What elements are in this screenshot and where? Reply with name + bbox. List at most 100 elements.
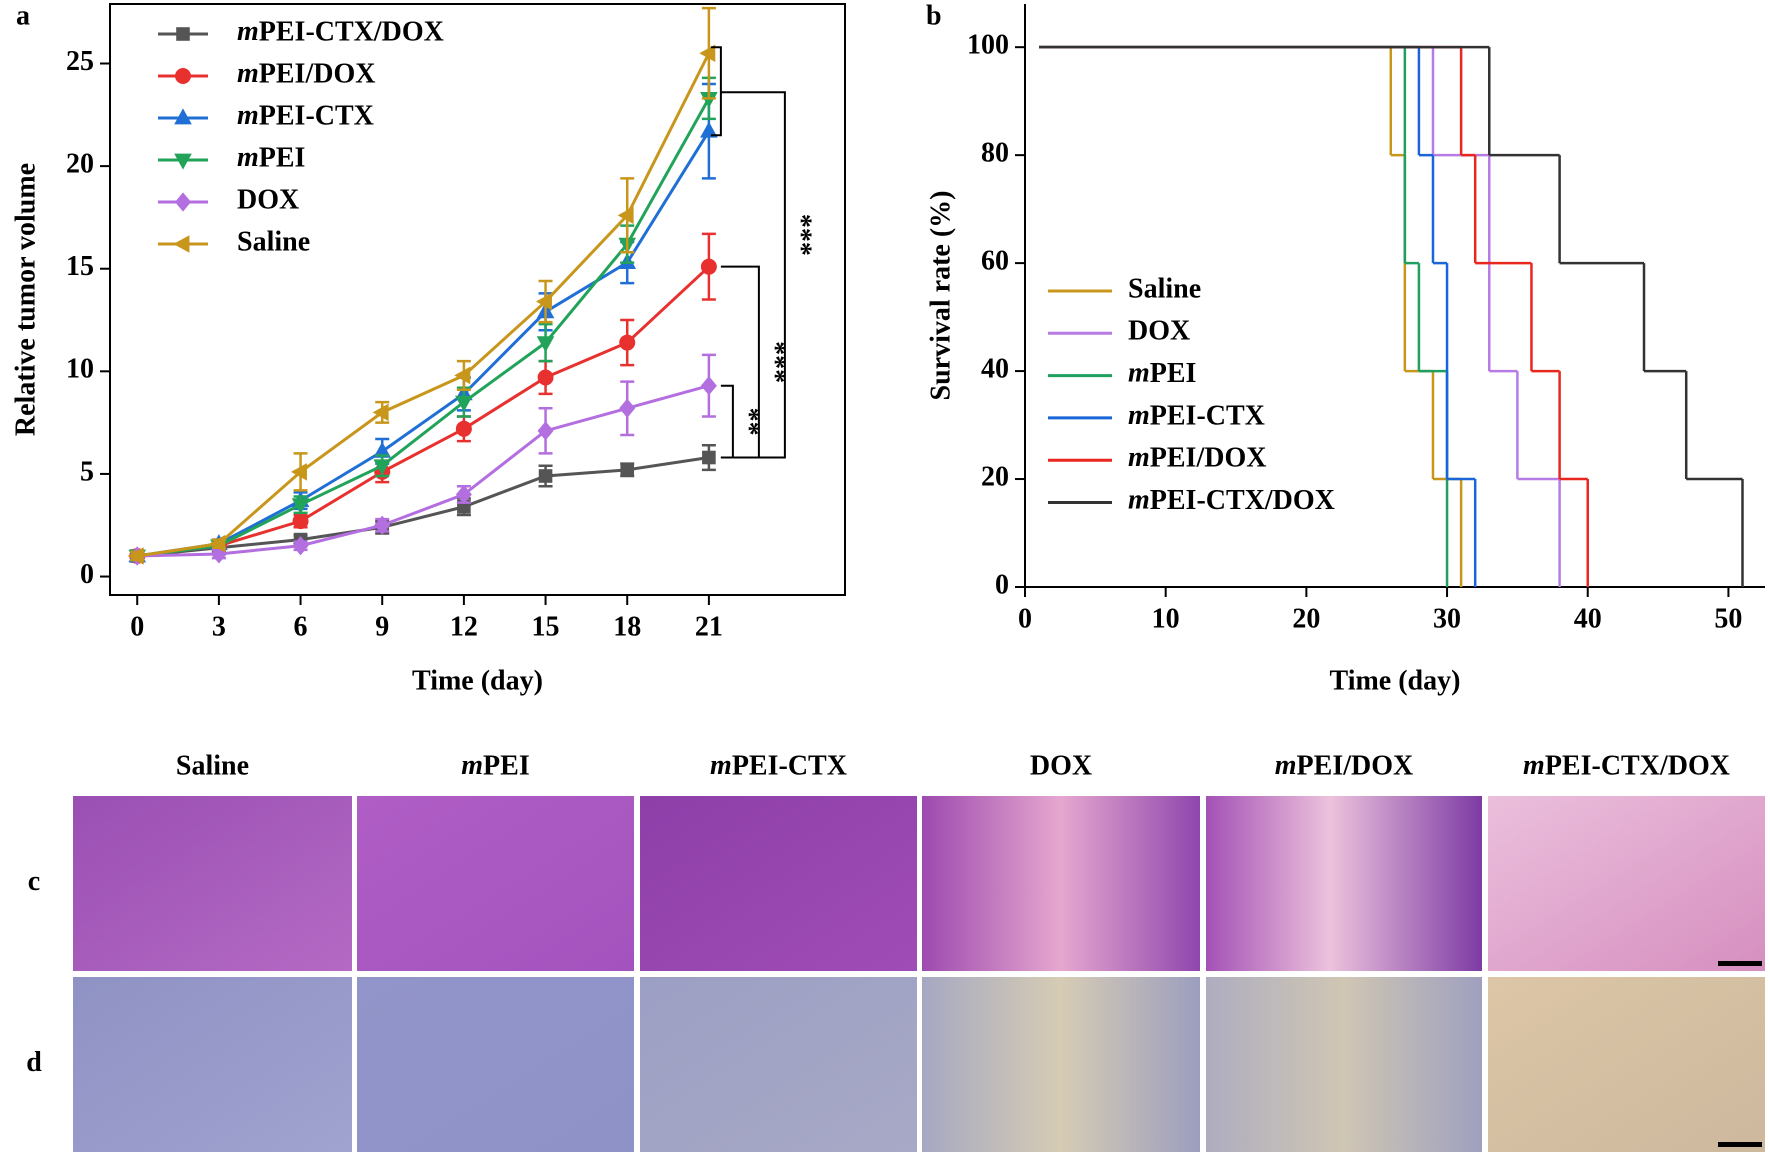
marker [538,469,553,483]
x-tick-label: 18 [613,611,641,642]
significance-bracket [720,265,760,459]
series-line [136,52,711,558]
marker [619,334,636,351]
series-line [137,265,710,558]
column-header: mPEI-CTX/DOX [1523,750,1730,781]
series-line [137,456,710,558]
series-line [136,130,711,558]
y-tick-label: 5 [80,456,94,487]
significance-bracket [710,46,722,137]
x-tick-label: 9 [375,611,389,642]
scale-bar [1718,961,1762,966]
x-tick-label: 40 [1574,603,1602,634]
x-axis-title: Time (day) [412,665,543,696]
micrograph [357,977,634,1152]
plot-frame [109,3,846,596]
marker [619,398,636,418]
y-tick-label: 15 [66,251,94,282]
significance-bracket [720,384,734,459]
marker [292,513,309,530]
x-tick-label: 0 [1018,603,1032,634]
column-header: mPEI-CTX [710,750,847,781]
x-tick-label: 6 [294,611,308,642]
marker [455,420,472,437]
marker [373,459,392,476]
marker [454,366,471,385]
panel-label: c [28,866,40,897]
marker [537,369,554,386]
legend-marker [174,153,192,170]
column-header: Saline [176,750,249,781]
micrograph [1206,796,1482,971]
x-tick-label: 30 [1433,603,1461,634]
marker [537,421,554,441]
micrograph [922,796,1200,971]
series-line [137,97,711,558]
series-line [137,384,710,558]
marker [535,292,552,311]
y-axis-title: Relative tumor volume [10,163,41,436]
y-tick-label: 25 [66,46,94,77]
marker [127,547,144,565]
marker [373,441,392,458]
marker [209,534,226,553]
column-header: DOX [1030,750,1092,781]
x-tick-label: 15 [532,611,560,642]
micrograph [1206,977,1482,1152]
legend-marker [175,68,191,84]
micrograph [73,796,352,971]
legend-marker [175,192,191,212]
significance-label: *** [785,214,816,256]
marker [292,536,309,556]
marker [700,258,717,275]
marker [700,121,718,138]
legend-label: mPEI [1128,358,1196,389]
panel-label: b [926,0,942,31]
y-tick-label: 20 [66,149,94,180]
marker [455,484,472,505]
legend-label: DOX [237,184,299,215]
legend-label: mPEI-CTX [237,100,374,131]
legend-label: Saline [1128,273,1201,304]
marker [699,44,716,63]
legend-label: mPEI-CTX/DOX [1128,485,1335,516]
legend-label: Saline [237,226,310,257]
scale-bar [1718,1142,1762,1147]
panel-label: a [16,0,30,31]
micrograph [73,977,352,1152]
micrograph [1488,796,1765,971]
legend-marker [174,108,192,125]
y-tick-label: 60 [981,246,1009,277]
x-axis-title: Time (day) [1330,665,1461,696]
micrograph [357,796,634,971]
y-tick-label: 10 [66,354,94,385]
legend-label: mPEI/DOX [1128,443,1266,474]
x-tick-label: 20 [1292,603,1320,634]
column-header: mPEI/DOX [1275,750,1413,781]
marker [291,498,310,515]
marker [290,463,307,481]
legend-label: mPEI-CTX/DOX [237,16,444,47]
x-tick-label: 21 [695,611,723,642]
marker [700,91,718,108]
marker [620,463,635,477]
marker [617,206,634,225]
x-tick-label: 0 [130,611,144,642]
y-tick-label: 40 [981,353,1009,384]
y-tick-label: 0 [995,569,1009,600]
x-tick-label: 12 [450,611,478,642]
micrograph [1488,977,1765,1152]
marker [700,376,717,396]
x-tick-label: 50 [1714,603,1742,634]
marker [536,336,555,353]
x-tick-label: 10 [1152,603,1180,634]
y-tick-label: 80 [981,138,1009,169]
micrograph [640,796,917,971]
legend-label: mPEI [237,142,305,173]
marker [702,450,716,465]
micrograph [922,977,1200,1152]
legend-marker [173,235,190,253]
legend-label: mPEI-CTX [1128,400,1265,431]
y-axis-title: Survival rate (%) [925,191,956,401]
